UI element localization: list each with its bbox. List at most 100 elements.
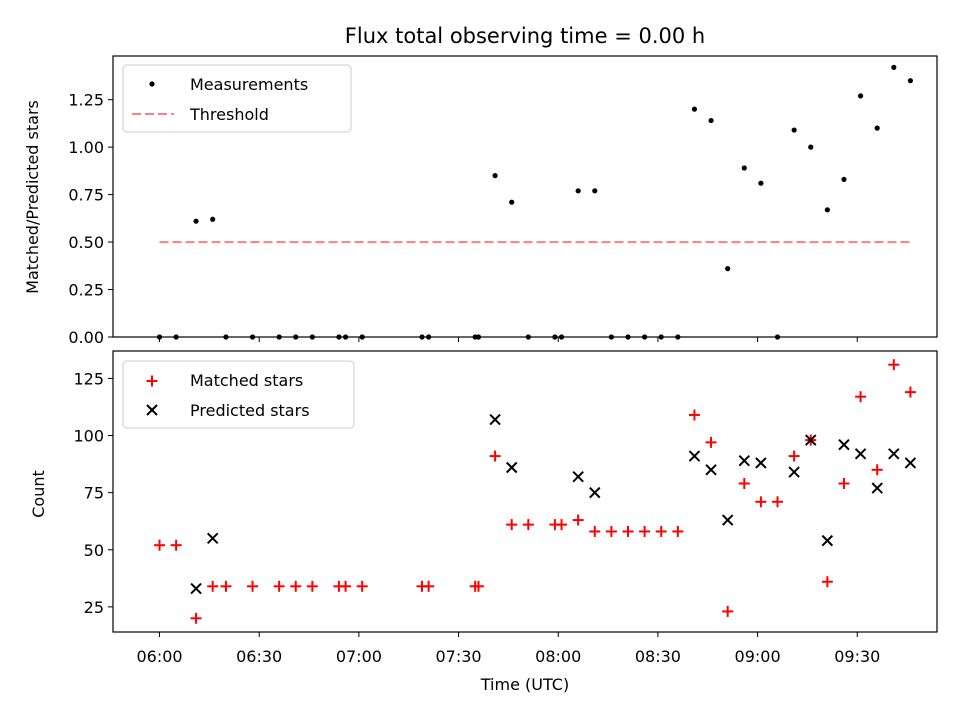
matched-star-point — [356, 580, 368, 592]
predicted-star-point — [572, 470, 584, 483]
measurement-point — [193, 218, 199, 224]
ratio-panel: Flux total observing time = 0.00 h Match… — [23, 24, 938, 347]
legend-count-box — [122, 360, 355, 429]
y-axis-label-ratio: Matched/Predicted stars — [23, 100, 42, 294]
legend-matched-label: Matched stars — [190, 371, 303, 390]
matched-star-point — [589, 525, 601, 537]
chart-title: Flux total observing time = 0.00 h — [345, 24, 705, 48]
x-tick-label: 07:00 — [336, 647, 382, 666]
predicted-star-point — [589, 486, 601, 499]
x-tick-label: 07:30 — [435, 647, 481, 666]
matched-star-point — [871, 464, 883, 476]
matched-star-point — [639, 525, 651, 537]
matched-star-point — [190, 612, 202, 624]
predicted-star-point — [888, 448, 900, 460]
legend-threshold-label: Threshold — [189, 105, 269, 124]
count-plot-frame — [112, 350, 938, 633]
measurement-point — [824, 207, 830, 213]
x-tick-label: 09:00 — [735, 647, 781, 666]
measurement-point — [492, 173, 498, 179]
predicted-star-point — [854, 448, 867, 460]
y-tick-label-ratio: 0.25 — [68, 281, 104, 300]
measurement-point — [808, 144, 814, 150]
legend-predicted-label: Predicted stars — [190, 401, 310, 420]
matched-star-point — [838, 478, 850, 490]
matched-star-point — [888, 359, 900, 371]
matched-star-point — [306, 580, 318, 592]
predicted-star-point — [788, 466, 800, 478]
matched-star-point — [904, 386, 916, 398]
legend-ratio-box — [122, 64, 352, 133]
matched-star-point — [154, 539, 166, 551]
x-tick-label: 08:30 — [635, 647, 681, 666]
matched-star-point — [738, 478, 750, 490]
matched-star-point — [207, 580, 219, 592]
x-tick-label: 08:00 — [535, 647, 581, 666]
matched-star-point — [788, 450, 800, 462]
matched-star-point — [273, 580, 285, 592]
predicted-star-point — [489, 413, 501, 426]
measurement-point — [874, 125, 880, 131]
measurement-point — [575, 188, 581, 194]
matched-star-point — [655, 525, 667, 537]
matched-star-point — [821, 576, 833, 588]
matched-star-point — [755, 496, 767, 508]
measurement-point — [725, 266, 731, 272]
legend-count: Matched stars Predicted stars — [122, 360, 355, 429]
matched-star-point — [472, 580, 484, 592]
matched-star-point — [672, 525, 684, 537]
y-axis-label-count: Count — [29, 470, 48, 518]
matched-star-point — [772, 496, 784, 508]
matched-star-point — [170, 539, 182, 551]
x-tick-label: 06:30 — [236, 647, 282, 666]
measurement-point — [741, 165, 747, 171]
measurement-point — [841, 176, 847, 183]
x-tick-label: 09:30 — [834, 647, 880, 666]
legend-ratio: Measurements Threshold — [122, 64, 352, 133]
matched-star-point — [489, 450, 501, 462]
predicted-star-point — [738, 454, 750, 467]
measurement-point — [791, 127, 797, 133]
matched-star-point — [290, 580, 302, 592]
y-tick-label-ratio: 1.00 — [68, 138, 104, 157]
matched-star-point — [622, 525, 634, 537]
measurement-point — [210, 216, 216, 222]
matched-star-point — [605, 525, 617, 537]
predicted-star-point — [871, 482, 883, 494]
predicted-star-point — [206, 532, 219, 545]
y-tick-label-ratio: 0.75 — [68, 186, 104, 205]
measurement-point — [891, 64, 897, 70]
predicted-star-point — [755, 457, 767, 469]
matched-star-point — [522, 519, 534, 531]
legend-measurements-marker — [149, 81, 155, 87]
matched-star-point — [340, 580, 352, 592]
measurement-point — [857, 93, 864, 99]
measurement-point — [691, 106, 698, 112]
matched-star-point — [572, 514, 584, 526]
measurement-point — [708, 117, 714, 124]
matched-star-point — [506, 519, 518, 531]
y-tick-label-count: 50 — [84, 541, 104, 560]
predicted-star-point — [705, 464, 717, 476]
matched-star-point — [556, 519, 568, 531]
matched-star-point — [705, 436, 717, 448]
measurement-point — [907, 78, 914, 84]
predicted-star-point — [821, 534, 834, 547]
y-tick-label-ratio: 0.00 — [68, 328, 104, 347]
predicted-star-point — [190, 582, 202, 595]
predicted-star-point — [904, 457, 917, 469]
legend-measurements-label: Measurements — [190, 75, 308, 94]
matched-star-point — [220, 580, 232, 592]
measurement-point — [758, 180, 764, 186]
y-tick-label-count: 25 — [84, 598, 104, 617]
y-tick-label-count: 125 — [73, 369, 104, 388]
ratio-plot-frame — [112, 55, 938, 338]
predicted-star-point — [838, 438, 850, 451]
y-tick-label-ratio: 1.25 — [68, 91, 104, 110]
matched-star-point — [247, 580, 259, 592]
measurement-point — [592, 188, 598, 194]
y-tick-label-ratio: 0.50 — [68, 233, 104, 252]
legend-predicted-marker — [146, 404, 158, 416]
predicted-star-point — [721, 514, 734, 526]
